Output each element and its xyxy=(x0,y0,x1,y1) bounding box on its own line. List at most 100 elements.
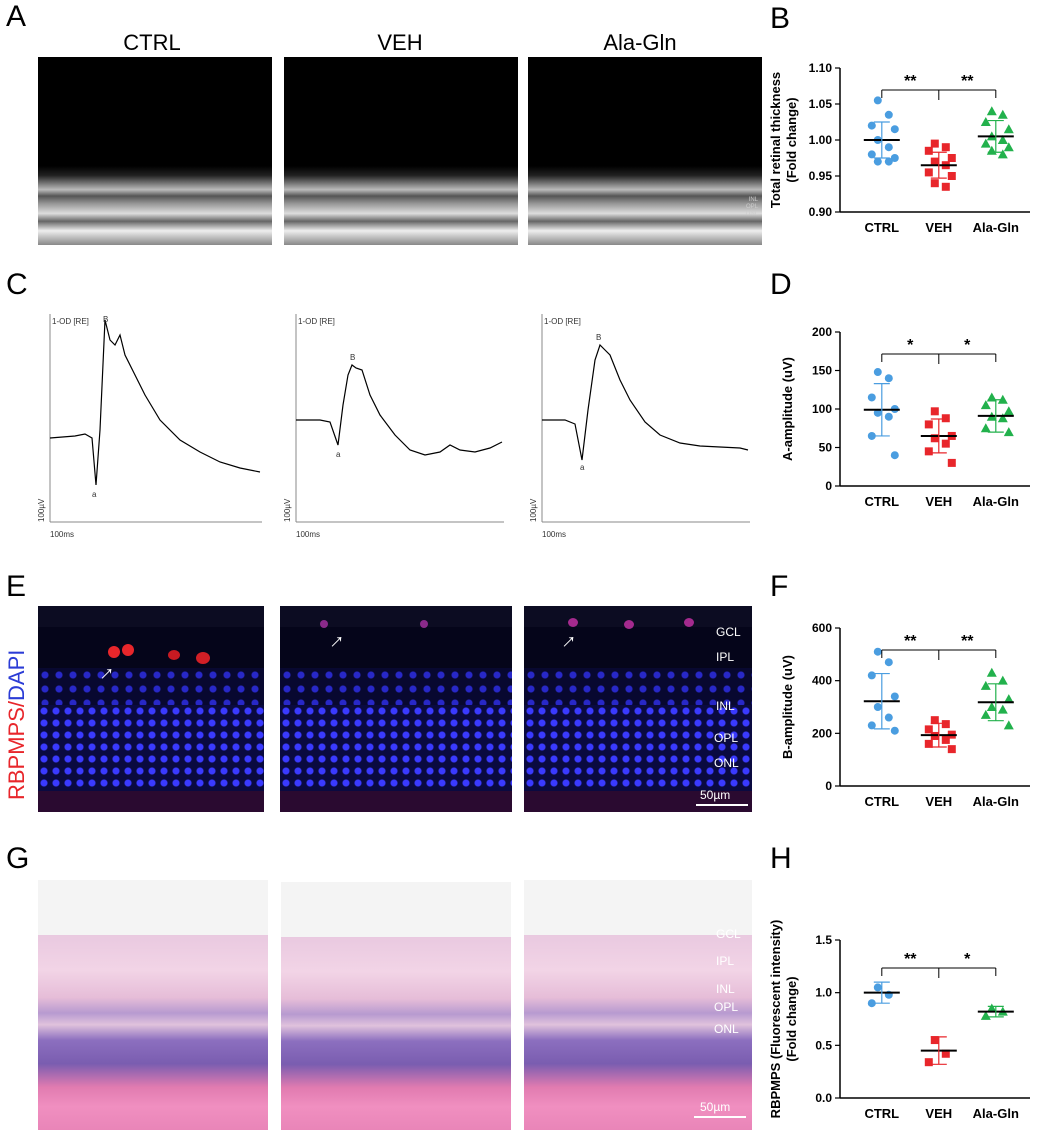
stain-red: RBPMPS xyxy=(4,707,29,800)
data-point xyxy=(930,179,939,188)
panel-letter-d: D xyxy=(770,268,792,301)
data-point xyxy=(986,702,997,711)
data-point xyxy=(997,675,1008,685)
data-point xyxy=(930,716,939,725)
data-point xyxy=(867,999,876,1008)
data-point xyxy=(947,154,956,162)
data-point xyxy=(941,735,950,744)
chart-d: 0 50 100 150 200 CTRL VEH Ala-Gln A-amplitude (u… xyxy=(780,325,1030,509)
layer-gcl-e: GCL xyxy=(716,625,741,639)
erg-label-ctrl: 1-OD [RE] xyxy=(52,317,89,326)
erg-a-ctrl: a xyxy=(92,490,97,499)
layer-onl-e: ONL xyxy=(714,756,739,770)
data-point xyxy=(980,423,991,433)
data-point xyxy=(980,680,991,690)
panel-letter-b: B xyxy=(770,2,791,35)
erg-b-ala: B xyxy=(596,333,601,342)
stain-label: RBPMPS/DAPI xyxy=(4,600,30,800)
y-axis-label: (Fold change) xyxy=(784,97,799,182)
layer-ipl-e: IPL xyxy=(716,650,735,664)
chart-b: 0.90 0.95 1.00 1.05 1.10 CTRL VEH Ala-Gln Total … xyxy=(768,61,1030,235)
data-point xyxy=(873,703,882,711)
data-point xyxy=(980,1010,991,1020)
fluor-image-ala: ↑ GCL IPL INL OPL ONL 50µm xyxy=(524,606,752,812)
erg-b-ctrl: B xyxy=(103,315,108,324)
erg-trace-ala: 1-OD [RE] B a 100µV 100ms xyxy=(529,314,750,539)
y-axis-label: B-amplitude (uV) xyxy=(780,655,795,759)
y-axis-label: Total retinal thickness xyxy=(768,72,783,208)
data-point xyxy=(1003,694,1014,704)
data-point xyxy=(890,125,899,134)
data-point xyxy=(924,168,933,177)
y-tick-label: 0 xyxy=(825,779,832,793)
data-point xyxy=(890,726,899,735)
he-image-veh xyxy=(281,882,511,1130)
y-tick-label: 1.05 xyxy=(809,97,833,111)
data-point xyxy=(930,139,939,148)
sig-label: ** xyxy=(961,73,974,90)
data-point xyxy=(997,135,1008,144)
data-point xyxy=(884,412,893,421)
scale-text-g: 50µm xyxy=(700,1100,731,1114)
y-tick-label: 100 xyxy=(812,402,832,416)
col-title-veh: VEH xyxy=(377,30,423,55)
col-title-ctrl: CTRL xyxy=(123,30,181,55)
data-point xyxy=(947,458,956,467)
erg-xscale-ala: 100ms xyxy=(542,530,566,539)
data-point xyxy=(986,1003,997,1013)
y-tick-label: 1.10 xyxy=(809,61,833,75)
x-tick-label: CTRL xyxy=(864,220,899,235)
y-tick-label: 0 xyxy=(825,479,832,493)
data-point xyxy=(997,149,1008,159)
x-tick-label: Ala-Gln xyxy=(973,1106,1019,1121)
sig-label: * xyxy=(907,337,914,354)
y-tick-label: 200 xyxy=(812,726,832,740)
data-point xyxy=(890,692,899,701)
stain-blue: DAPI xyxy=(4,649,29,701)
x-tick-label: VEH xyxy=(925,220,952,235)
data-point xyxy=(930,1036,939,1045)
panel-letter-h: H xyxy=(770,842,792,875)
y-axis-label: RBPMPS (Fluorescent intensity) xyxy=(768,920,783,1119)
erg-label-veh: 1-OD [RE] xyxy=(298,317,335,326)
y-axis-label: (Fold change) xyxy=(784,976,799,1061)
data-point xyxy=(947,172,956,180)
y-axis-label: A-amplitude (uV) xyxy=(780,357,795,461)
erg-trace-ctrl: 1-OD [RE] B a 100µV 100ms xyxy=(37,314,262,539)
data-point xyxy=(924,725,933,734)
data-point xyxy=(924,146,933,155)
data-point xyxy=(980,400,991,410)
erg-trace-veh: 1-OD [RE] B a 100µV 100ms xyxy=(283,314,504,539)
y-tick-label: 0.5 xyxy=(815,1038,832,1052)
layer-opl-g: OPL xyxy=(714,1000,739,1014)
erg-a-veh: a xyxy=(336,450,341,459)
oct-mark-inl: INL xyxy=(748,197,758,203)
y-tick-label: 0.90 xyxy=(809,205,833,219)
y-tick-label: 600 xyxy=(812,621,832,635)
y-tick-label: 50 xyxy=(819,441,833,455)
x-tick-label: VEH xyxy=(925,1106,952,1121)
he-image-ctrl xyxy=(38,880,268,1130)
data-point xyxy=(980,138,991,148)
erg-traces: 1-OD [RE] B a 100µV 100ms 1-OD [RE] B a … xyxy=(37,314,750,539)
panel-letter-a: A xyxy=(6,0,27,33)
y-tick-label: 0.95 xyxy=(809,169,833,183)
data-point xyxy=(924,447,933,456)
x-tick-label: Ala-Gln xyxy=(973,794,1019,809)
col-title-ala: Ala-Gln xyxy=(603,30,677,55)
data-point xyxy=(884,157,893,166)
data-point xyxy=(986,106,997,116)
panel-letter-e: E xyxy=(6,570,27,603)
oct-image-veh xyxy=(284,57,518,245)
layer-opl-e: OPL xyxy=(714,731,739,745)
y-tick-label: 200 xyxy=(812,325,832,339)
data-point xyxy=(941,143,950,152)
data-point xyxy=(1003,142,1014,152)
fluor-image-ctrl: ↑ xyxy=(38,606,264,812)
y-tick-label: 0.0 xyxy=(815,1091,832,1105)
data-point xyxy=(873,96,882,105)
x-tick-label: VEH xyxy=(925,494,952,509)
layer-gcl-g: GCL xyxy=(716,927,741,941)
y-tick-label: 150 xyxy=(812,364,832,378)
x-tick-label: CTRL xyxy=(864,494,899,509)
